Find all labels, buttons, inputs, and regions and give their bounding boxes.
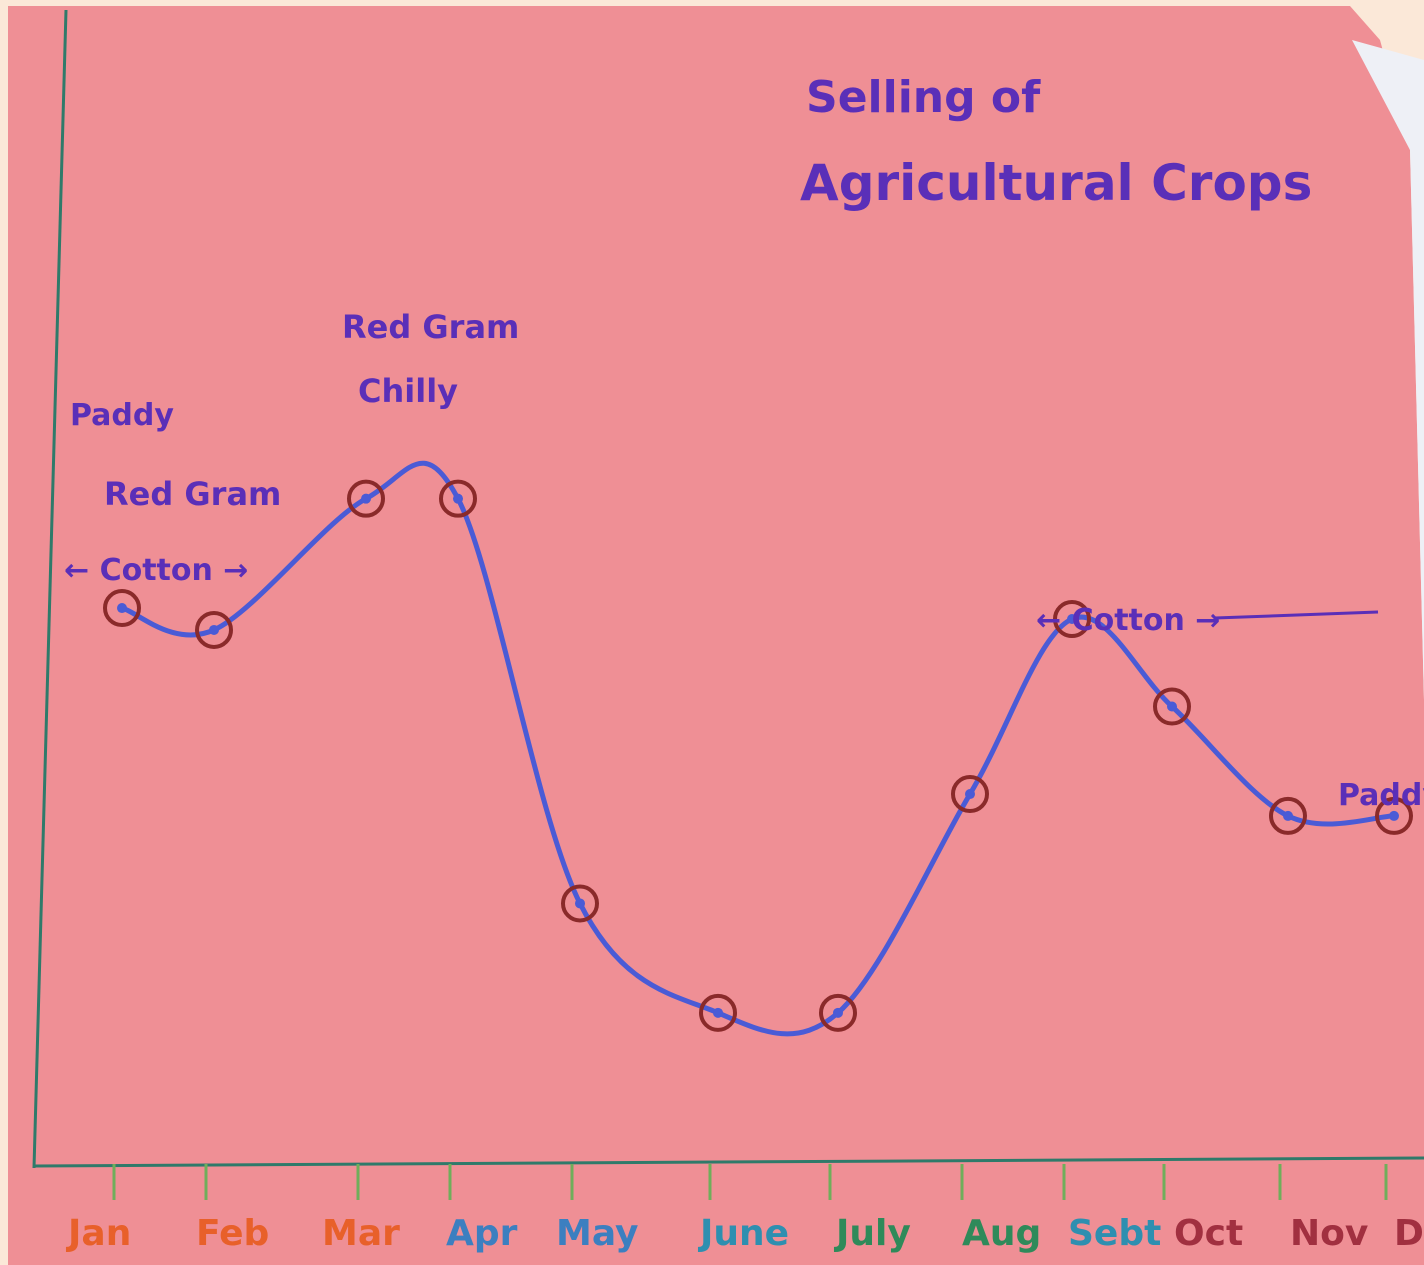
annotation-cotton-jan: ← Cotton → [64, 553, 248, 588]
annotation-redgram-mar: Red Gram [342, 308, 519, 346]
data-point-feb [195, 610, 233, 649]
data-point-june [699, 993, 737, 1032]
data-point-d [1375, 796, 1413, 835]
x-tick-label-sebt: Sebt [1068, 1213, 1161, 1254]
x-tick-label-june: June [697, 1213, 789, 1254]
data-point-may [561, 884, 599, 923]
x-ticks [112, 1164, 1388, 1200]
data-point-jan [103, 589, 141, 628]
x-tick-label-jan: Jan [65, 1213, 131, 1254]
data-point-aug [951, 775, 989, 814]
annotation-redgram-jan: Red Gram [104, 475, 281, 513]
data-point-nov [1269, 796, 1307, 835]
background-sheet [1352, 40, 1424, 700]
cotton-extension-line [1214, 610, 1379, 620]
x-tick-label-feb: Feb [196, 1213, 269, 1254]
chart-title-line2: Agricultural Crops [800, 154, 1312, 212]
x-tick-label-july: July [833, 1213, 911, 1254]
data-point-oct [1153, 687, 1191, 726]
y-axis [32, 9, 68, 1169]
x-tick-label-mar: Mar [322, 1213, 400, 1254]
annotation-paddy-dec: Paddy [1338, 778, 1424, 813]
x-tick-label-aug: Aug [962, 1213, 1041, 1254]
x-tick-labels: Jan Feb Mar Apr May June July Aug Sebt Oct Nov D [65, 1213, 1424, 1254]
chart-title-line1: Selling of [806, 72, 1041, 123]
data-point-apr [439, 479, 477, 518]
x-tick-label-may: May [556, 1213, 638, 1254]
series-markers [103, 479, 1413, 1032]
data-point-sebt [1053, 600, 1091, 638]
annotation-cotton-sep: ← Cotton → [1036, 603, 1220, 638]
x-tick-label-oct: Oct [1174, 1213, 1243, 1254]
data-point-july [819, 993, 857, 1032]
paper-sheet [8, 6, 1424, 1265]
annotation-chilly-mar: Chilly [358, 372, 458, 410]
annotation-paddy-jan: Paddy [70, 398, 174, 433]
x-axis [33, 1156, 1424, 1168]
x-tick-label-d: D [1394, 1213, 1424, 1254]
x-tick-label-apr: Apr [446, 1213, 518, 1254]
x-tick-label-nov: Nov [1290, 1213, 1368, 1254]
data-point-mar [347, 479, 385, 518]
